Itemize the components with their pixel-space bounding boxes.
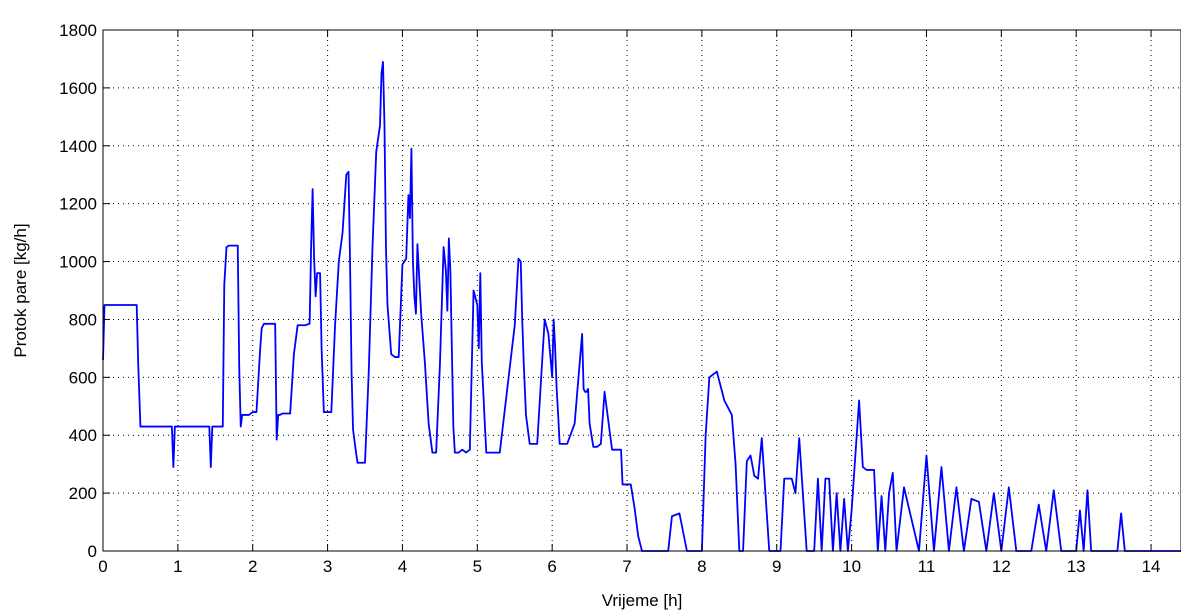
y-tick-label: 800: [69, 310, 97, 329]
grid-lines: [103, 30, 1181, 551]
x-tick-label: 1: [173, 557, 182, 576]
y-tick-label: 600: [69, 368, 97, 387]
y-tick-label: 1600: [59, 79, 97, 98]
axis-ticks: [102, 29, 1152, 552]
x-tick-label: 12: [992, 557, 1011, 576]
x-tick-label: 5: [473, 557, 482, 576]
y-tick-label: 1800: [59, 21, 97, 40]
x-tick-label: 11: [918, 557, 936, 576]
x-tick-label: 4: [398, 557, 407, 576]
x-tick-label: 7: [622, 557, 631, 576]
plot-frame: [102, 29, 1181, 552]
y-tick-label: 1200: [59, 195, 97, 214]
x-tick-label: 13: [1067, 557, 1086, 576]
x-tick-label: 6: [547, 557, 556, 576]
y-axis-label: Protok pare [kg/h]: [11, 223, 30, 357]
y-tick-label: 400: [69, 426, 97, 445]
x-tick-label: 2: [248, 557, 257, 576]
x-tick-label: 14: [1142, 557, 1161, 576]
x-axis-label: Vrijeme [h]: [602, 591, 683, 610]
y-tick-labels: 0 200 400 600 800 1000 1200 1400 1600 1800: [59, 21, 97, 561]
x-tick-label: 10: [842, 557, 861, 576]
y-tick-label: 1400: [59, 137, 97, 156]
series-layer: [102, 60, 1181, 552]
y-tick-label: 1000: [59, 253, 97, 272]
x-tick-label: 9: [772, 557, 781, 576]
x-tick-label: 3: [323, 557, 332, 576]
x-tick-labels: 0 1 2 3 4 5 6 7 8 9 10 11 12 13 14: [98, 557, 1160, 576]
series-line-1: [102, 60, 1181, 552]
x-tick-label: 0: [98, 557, 107, 576]
y-tick-label: 200: [69, 484, 97, 503]
x-tick-label: 8: [697, 557, 706, 576]
y-tick-label: 0: [88, 542, 97, 561]
